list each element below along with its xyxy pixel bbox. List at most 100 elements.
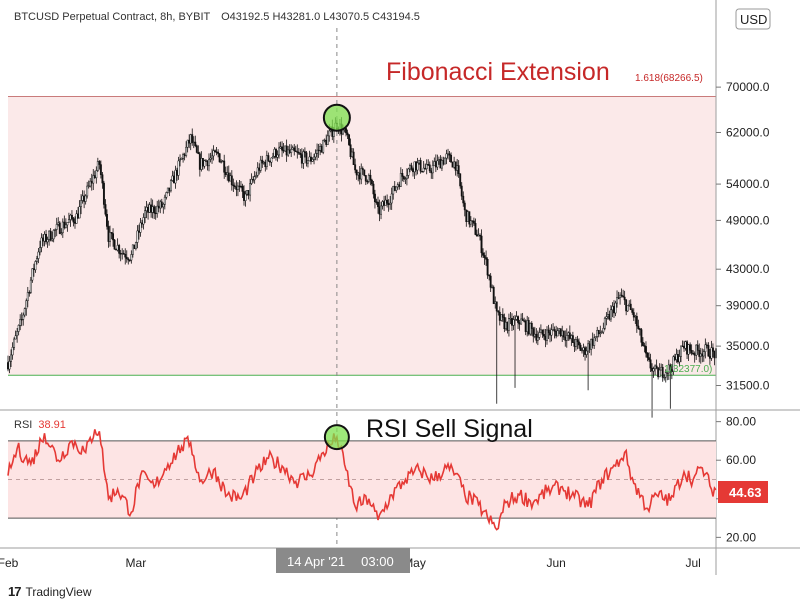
candle-body xyxy=(381,201,384,207)
candle xyxy=(177,156,180,180)
candle-body xyxy=(168,187,171,192)
rsi-last-value-badge xyxy=(718,481,768,503)
candle xyxy=(244,190,247,207)
candle-body xyxy=(404,178,407,180)
candle-body xyxy=(512,319,515,326)
rsi-indicator-label[interactable]: RSI 38.91 xyxy=(14,419,66,431)
candle xyxy=(574,336,577,351)
candle xyxy=(578,338,580,349)
candle-body xyxy=(571,335,574,343)
candle xyxy=(622,289,625,298)
candle xyxy=(78,200,81,219)
candle-body xyxy=(93,175,96,179)
candle-body xyxy=(32,268,35,271)
crosshair-date-badge xyxy=(276,548,410,573)
candle xyxy=(75,210,78,224)
chart-symbol: BTCUSD Perpetual Contract, 8h, BYBIT xyxy=(14,11,211,23)
candle-body xyxy=(614,302,617,314)
candle xyxy=(530,321,533,336)
candle xyxy=(72,217,75,227)
candle-body xyxy=(49,230,52,241)
candle-body xyxy=(370,179,373,185)
candle-body xyxy=(498,311,501,321)
candle-body xyxy=(634,316,637,318)
candle-body xyxy=(290,149,293,153)
candle xyxy=(495,301,498,404)
candle xyxy=(483,252,486,265)
candle xyxy=(669,363,672,409)
candle-body xyxy=(87,185,90,188)
candle-body xyxy=(637,325,640,329)
candle-body xyxy=(267,155,270,162)
candle xyxy=(142,213,145,230)
candle-body xyxy=(425,164,428,170)
candle xyxy=(480,229,483,258)
candle-body xyxy=(654,365,657,370)
candle-body xyxy=(628,303,631,306)
candle-body xyxy=(460,185,463,197)
candle-body xyxy=(113,239,116,250)
candle-body xyxy=(648,357,650,360)
candle-body xyxy=(279,146,282,149)
candle-body xyxy=(37,251,40,259)
tradingview-logo[interactable]: 17 TradingView xyxy=(8,584,92,599)
candle-body xyxy=(104,204,107,215)
candle-body xyxy=(218,153,221,163)
candle-body xyxy=(584,347,587,355)
candle xyxy=(678,349,681,367)
candle-body xyxy=(440,160,443,169)
candle-body xyxy=(413,161,416,173)
candle-body xyxy=(354,164,357,171)
price-axis[interactable]: 70000.0 62000.0 54000.0 49000.0 43000.0 39000… xyxy=(716,80,770,392)
candle xyxy=(663,374,666,381)
candle-body xyxy=(275,148,277,158)
candle-body xyxy=(635,316,638,327)
candle xyxy=(208,153,210,172)
candle-body xyxy=(532,328,535,337)
candle-body xyxy=(133,244,136,249)
price-tick-label: 62000.0 xyxy=(726,125,770,139)
candle-body xyxy=(509,318,512,320)
candle-body xyxy=(590,339,593,350)
candle-body xyxy=(39,247,41,253)
candle-body xyxy=(171,175,174,181)
candle-body xyxy=(538,332,541,338)
candle xyxy=(597,329,600,338)
candle xyxy=(712,343,714,358)
candle-body xyxy=(482,252,484,256)
candle xyxy=(380,201,382,220)
candle-body xyxy=(259,159,262,171)
candle-body xyxy=(646,352,649,358)
candle-body xyxy=(215,151,218,153)
candle xyxy=(306,160,309,168)
candle-body xyxy=(418,160,421,164)
candle-body xyxy=(244,193,247,201)
candle xyxy=(521,312,524,321)
candle-body xyxy=(60,232,63,234)
candle xyxy=(162,202,165,214)
candle-body xyxy=(28,292,31,294)
tradingview-icon: 17 xyxy=(8,584,22,599)
candle-body xyxy=(358,172,361,180)
candle xyxy=(112,228,115,247)
candle xyxy=(303,147,306,158)
candle-body xyxy=(369,174,372,181)
candle-body xyxy=(591,339,594,346)
candle-body xyxy=(712,347,714,352)
candle-body xyxy=(122,252,125,255)
candle-body xyxy=(326,135,329,145)
candle-body xyxy=(46,239,49,243)
candle-body xyxy=(673,356,676,360)
candle xyxy=(646,352,649,362)
currency-button[interactable] xyxy=(735,8,771,30)
candle xyxy=(256,162,259,178)
candle xyxy=(197,145,200,155)
candle xyxy=(655,359,658,370)
candle xyxy=(541,329,544,338)
time-tick-label: Jul xyxy=(685,556,700,570)
candle-body xyxy=(570,335,573,339)
candle-body xyxy=(713,351,716,359)
candle-body xyxy=(559,328,562,336)
